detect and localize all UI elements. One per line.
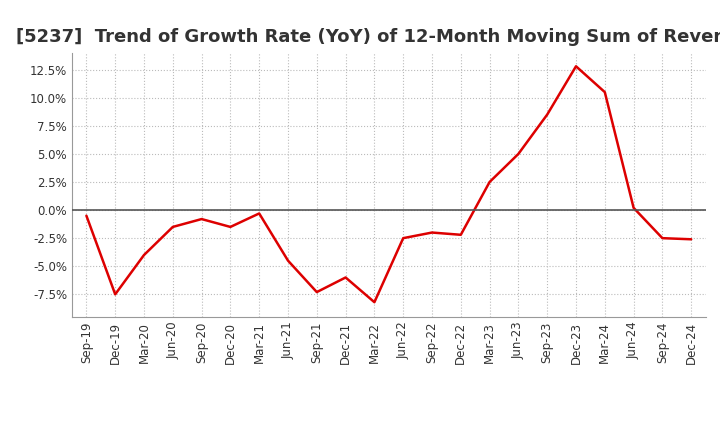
Title: [5237]  Trend of Growth Rate (YoY) of 12-Month Moving Sum of Revenues: [5237] Trend of Growth Rate (YoY) of 12-… [16, 28, 720, 46]
